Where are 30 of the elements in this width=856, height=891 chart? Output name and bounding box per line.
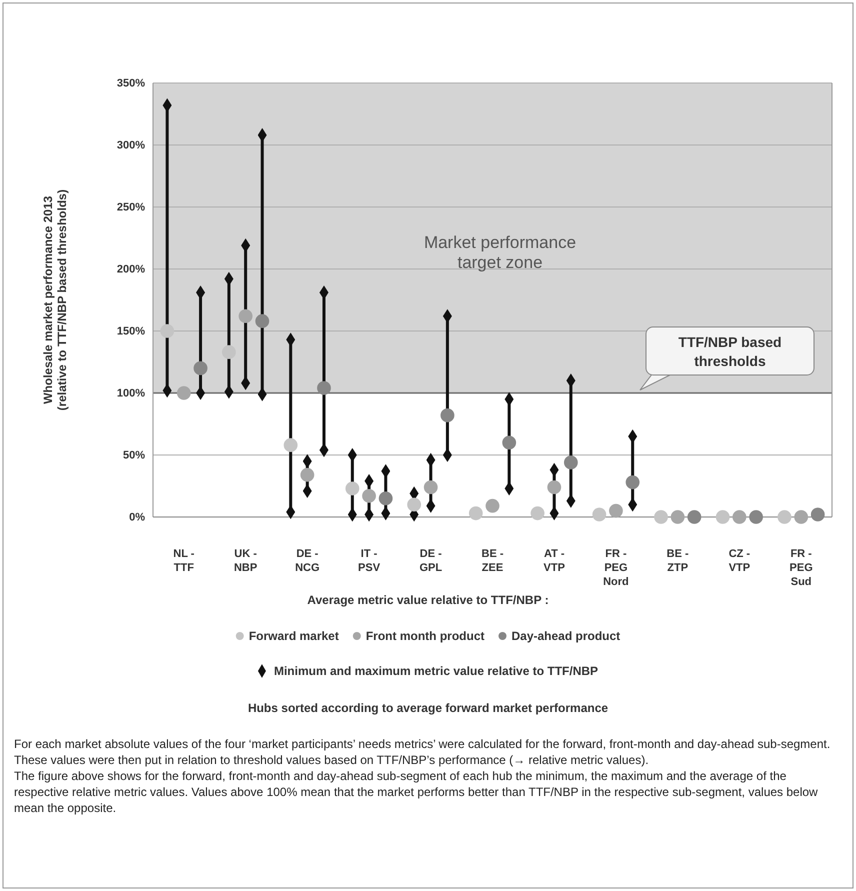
x-tick-label: DE - NCG — [295, 548, 320, 574]
text: Minimum and maximum metric value relative to TTF/NBP — [274, 664, 598, 678]
x-tick-label: CZ - VTP — [728, 548, 750, 574]
text: For each market absolute values of the four ‘market participants’ needs metrics’ were calculated for the forward, front-month and day-ahead sub-segment. These values were then put in relation to threshold values based on TTF/NBP’s performance (→ relative metric values). — [14, 737, 830, 767]
y-tick-label: 50% — [122, 450, 146, 462]
x-tick-label: BE - ZEE — [482, 548, 504, 574]
x-tick-label: DE - GPL — [419, 548, 442, 574]
band-label: Market performance target zone — [424, 233, 576, 272]
ref-line-label: TTF/NBP based thresholds — [678, 334, 782, 369]
y-tick-label: 250% — [116, 202, 146, 214]
legend-label: Forward market — [248, 629, 339, 643]
legend-label: Day-ahead product — [511, 629, 620, 643]
y-axis-title: Wholesale market performance 2013 (relative to TTF/NBP based thresholds) — [41, 189, 69, 411]
y-tick-label: 350% — [116, 78, 146, 90]
x-tick-label: FR - PEG Sud — [790, 548, 813, 588]
legend-title: Average metric value relative to TTF/NBP : — [307, 593, 549, 607]
y-tick-label: 200% — [116, 264, 146, 276]
x-tick-label: IT - PSV — [358, 548, 381, 574]
y-tick-label: 0% — [129, 512, 146, 524]
legend-label: Front month product — [366, 629, 484, 643]
y-tick-label: 100% — [116, 388, 146, 400]
text: The figure above shows for the forward, front-month and day-ahead sub-segment of each hub the minimum, the maximum and the average of the respective relative metric values. Values above 100% mean that the market performs better than TTF/NBP in the respective sub-segment, values below mean the opposite. — [14, 769, 818, 815]
x-tick-label: AT - VTP — [544, 548, 565, 574]
x-tick-label: BE - ZTP — [666, 548, 690, 574]
x-tick-label: FR - PEG Nord — [603, 548, 629, 588]
y-tick-label: 150% — [116, 326, 146, 338]
x-tick-label: NL - TTF — [173, 548, 195, 574]
text: Hubs sorted according to average forward market performance — [248, 701, 608, 715]
x-tick-label: UK - NBP — [234, 548, 258, 574]
y-tick-label: 300% — [116, 140, 146, 152]
